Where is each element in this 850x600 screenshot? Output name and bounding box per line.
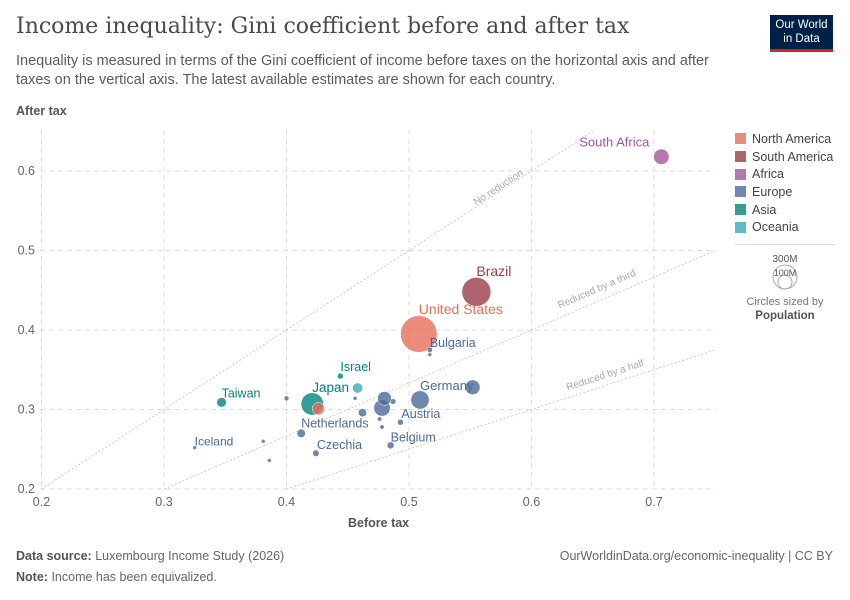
data-point — [397, 418, 404, 426]
legend-label: Europe — [752, 184, 793, 199]
data-point — [267, 458, 272, 463]
legend-item[interactable]: Oceania — [735, 218, 833, 236]
legend-item[interactable]: North America — [735, 130, 833, 148]
legend-swatch — [735, 133, 746, 145]
note: Note: Income has been equivalized. — [16, 570, 217, 584]
data-point-label: Germany — [420, 378, 474, 393]
x-axis-label: Before tax — [348, 516, 410, 530]
data-point — [386, 441, 395, 449]
data-point — [377, 391, 392, 406]
reference-line-label: No reduction — [472, 168, 526, 208]
data-point — [216, 397, 227, 408]
size-legend-caption: Circles sized by — [746, 296, 824, 308]
x-tick-label: 0.4 — [278, 495, 295, 509]
data-point — [379, 424, 385, 430]
data-point — [410, 390, 430, 410]
y-tick-label: 0.5 — [18, 244, 35, 258]
legend-item[interactable]: Asia — [735, 201, 833, 219]
data-point-label: Bulgaria — [430, 336, 476, 350]
legend-label: North America — [752, 131, 832, 146]
chart-subtitle: Inequality is measured in terms of the G… — [16, 53, 709, 88]
size-legend-small: 100M — [774, 268, 797, 278]
y-axis-label: After tax — [16, 104, 67, 118]
legend-swatch — [735, 186, 746, 198]
data-point-label: Brazil — [476, 263, 511, 279]
data-point — [377, 416, 383, 422]
note-text: Income has been equivalized. — [51, 570, 217, 584]
chart-title: Income inequality: Gini coefficient befo… — [16, 14, 630, 39]
data-point-label: South Africa — [579, 135, 650, 150]
reference-line-label: Reduced by a half — [565, 358, 645, 393]
x-tick-label: 0.3 — [155, 495, 172, 509]
data-point — [283, 395, 290, 402]
data-point — [389, 398, 397, 405]
data-point — [312, 449, 320, 457]
legend-item[interactable]: Europe — [735, 183, 833, 201]
data-point — [260, 439, 266, 444]
data-point-label: Taiwan — [222, 386, 261, 400]
data-point-label: Austria — [401, 407, 440, 421]
data-point-label: Netherlands — [301, 416, 368, 430]
data-point-label: Japan — [312, 380, 349, 395]
data-point — [653, 148, 670, 165]
legend-label: South America — [752, 149, 834, 164]
data-point — [296, 428, 306, 438]
legend-item[interactable]: Africa — [735, 165, 833, 183]
data-point-label: Czechia — [317, 438, 362, 452]
legend-item[interactable]: South America — [735, 148, 833, 166]
data-point — [311, 402, 325, 416]
source-url[interactable]: OurWorldinData.org/economic-inequality |… — [559, 549, 833, 563]
data-point-label: Iceland — [195, 435, 234, 449]
reference-line-label: Reduced by a third — [556, 268, 637, 311]
y-tick-label: 0.4 — [18, 323, 35, 337]
size-legend: 300M 100M Circles sized by Population — [735, 244, 835, 322]
data-point — [465, 379, 481, 395]
data-point-label: Belgium — [391, 430, 436, 444]
data-point-label: United States — [419, 301, 503, 317]
data-point — [427, 352, 433, 357]
data-source: Data source: Luxembourg Income Study (20… — [16, 549, 284, 563]
y-tick-label: 0.2 — [18, 482, 35, 496]
data-point — [352, 382, 363, 394]
reference-line — [41, 130, 594, 490]
legend-swatch — [735, 151, 746, 163]
region-legend: North America South America Africa Europe As… — [735, 130, 833, 236]
x-tick-label: 0.5 — [400, 495, 417, 509]
reference-line — [286, 349, 716, 490]
x-tick-label: 0.2 — [33, 495, 50, 509]
data-point-label: Israel — [340, 360, 371, 374]
data-point — [352, 396, 358, 401]
legend-swatch — [735, 168, 746, 180]
source-label: Data source: — [16, 549, 92, 563]
x-tick-label: 0.6 — [523, 495, 540, 509]
size-legend-large: 300M — [772, 254, 797, 265]
legend-label: Oceania — [752, 220, 799, 235]
note-label: Note: — [16, 570, 48, 584]
y-tick-label: 0.6 — [18, 164, 35, 178]
reference-line — [163, 250, 716, 490]
y-tick-label: 0.3 — [18, 403, 35, 417]
size-legend-circles: 300M 100M — [772, 254, 798, 290]
data-point — [337, 372, 344, 380]
data-point — [400, 315, 438, 353]
owid-logo[interactable]: Our World in Data — [770, 15, 833, 52]
source-text[interactable]: Luxembourg Income Study (2026) — [95, 549, 285, 563]
data-point — [192, 445, 197, 450]
data-point — [461, 277, 492, 307]
legend-label: Africa — [752, 167, 784, 182]
x-tick-label: 0.7 — [645, 495, 662, 509]
size-legend-variable: Population — [755, 310, 815, 322]
data-point — [358, 408, 367, 418]
legend-label: Asia — [752, 202, 777, 217]
legend-swatch — [735, 204, 746, 216]
legend-swatch — [735, 221, 746, 233]
